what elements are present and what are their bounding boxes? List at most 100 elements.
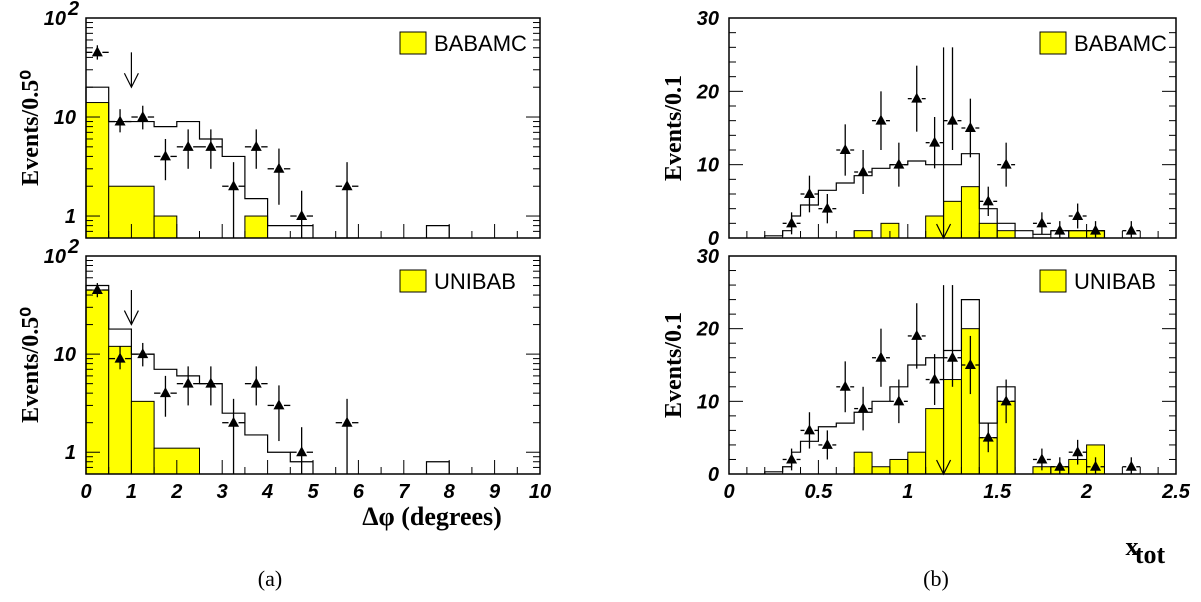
triangle-marker — [982, 195, 994, 206]
y-axis-label: Events/0.5⁰ — [18, 307, 44, 423]
data-point — [86, 283, 109, 298]
triangle-marker — [228, 416, 240, 427]
data-point — [1050, 457, 1069, 474]
triangle-marker — [1054, 224, 1066, 235]
triangle-marker — [1036, 453, 1048, 464]
y-axis-label: Events/0.1 — [661, 75, 687, 181]
y-tick-label-sup: 2 — [67, 0, 79, 20]
triangle-marker — [296, 210, 308, 221]
data-point — [854, 386, 873, 431]
triangle-marker — [273, 399, 285, 410]
x-axis-label-sub: tot — [1135, 540, 1166, 569]
triangle-marker — [786, 453, 798, 464]
triangle-marker — [947, 351, 958, 362]
filled-bin — [871, 466, 891, 475]
triangle-marker — [250, 377, 262, 388]
data-point — [836, 361, 855, 413]
data-point — [154, 375, 177, 417]
triangle-marker — [159, 387, 171, 398]
filled-bin — [130, 400, 155, 475]
data-point — [854, 150, 873, 194]
cut-arrow — [123, 290, 139, 326]
data-point — [199, 129, 223, 169]
x-tick-label: 0 — [80, 481, 91, 503]
triangle-marker — [1000, 158, 1012, 169]
triangle-marker — [114, 115, 126, 126]
triangle-marker — [137, 348, 149, 359]
triangle-marker — [1054, 460, 1066, 471]
y-tick-label: 30 — [697, 246, 719, 268]
triangle-marker — [114, 352, 126, 363]
data-point — [925, 354, 944, 405]
filled-bin — [853, 230, 873, 239]
triangle-marker — [839, 144, 851, 154]
x-tick-label: 8 — [444, 481, 456, 503]
data-point — [108, 109, 132, 133]
triangle-marker — [857, 402, 869, 413]
triangle-marker — [982, 431, 994, 442]
data-point — [907, 65, 926, 132]
x-tick-label: 0 — [723, 481, 734, 503]
data-point — [290, 190, 313, 238]
data-point — [267, 148, 291, 205]
data-point — [199, 366, 223, 406]
outline-histogram — [764, 299, 1016, 474]
data-point — [1122, 457, 1141, 474]
cut-arrow — [123, 52, 139, 89]
arrow-head — [123, 72, 139, 89]
triangle-marker — [205, 377, 217, 388]
legend-label: UNIBAB — [1074, 269, 1156, 294]
data-point — [176, 366, 200, 406]
triangle-marker — [273, 162, 285, 173]
data-point — [131, 105, 155, 130]
caption-a: (a) — [258, 566, 282, 591]
data-point — [222, 162, 245, 238]
data-point — [961, 98, 980, 158]
y-tick-label: 0 — [708, 464, 719, 486]
data-point — [800, 412, 819, 449]
triangle-marker — [205, 140, 217, 151]
triangle-marker — [964, 359, 976, 369]
data-point — [108, 346, 132, 370]
triangle-marker — [91, 284, 103, 295]
x-tick-label: 1 — [902, 481, 913, 503]
x-tick-label: 10 — [529, 481, 551, 503]
triangle-marker — [821, 202, 833, 213]
y-tick-label: 0 — [708, 228, 719, 250]
data-point — [872, 328, 890, 387]
data-point — [1068, 203, 1087, 229]
y-tick-label: 20 — [696, 81, 719, 103]
triangle-marker — [182, 377, 194, 388]
x-tick-label: 0.5 — [804, 481, 833, 503]
filled-bin — [85, 289, 110, 475]
legend-label: BABAMC — [1074, 31, 1167, 56]
data-point — [979, 423, 998, 453]
panel-babamc-xtot: 30 20 10 0 Events/0.1 BABAMC — [661, 8, 1177, 250]
filled-bin — [153, 215, 178, 239]
y-tick-label-sup: 2 — [67, 236, 79, 258]
triangle-marker — [159, 150, 171, 161]
data-point — [872, 91, 890, 150]
y-tick-label: 10 — [44, 8, 66, 30]
plot-frame — [728, 255, 1177, 475]
legend-swatch — [1039, 269, 1067, 293]
filled-bin — [960, 186, 980, 239]
triangle-marker — [911, 329, 923, 340]
y-tick-label: 1 — [65, 206, 76, 228]
x-tick-label: 9 — [489, 481, 501, 503]
triangle-marker — [1000, 395, 1012, 406]
filled-bin — [1068, 230, 1088, 239]
triangle-marker — [875, 114, 887, 125]
caption-b: (b) — [923, 566, 949, 591]
legend-label: UNIBAB — [434, 269, 516, 294]
legend: BABAMC — [1039, 31, 1167, 56]
triangle-marker — [947, 114, 958, 125]
data-point — [889, 142, 908, 187]
data-point — [244, 129, 268, 169]
triangle-marker — [296, 446, 308, 457]
data-point — [86, 45, 109, 60]
triangle-marker — [803, 188, 815, 198]
legend-swatch — [1039, 31, 1067, 55]
filled-bin — [925, 215, 945, 239]
